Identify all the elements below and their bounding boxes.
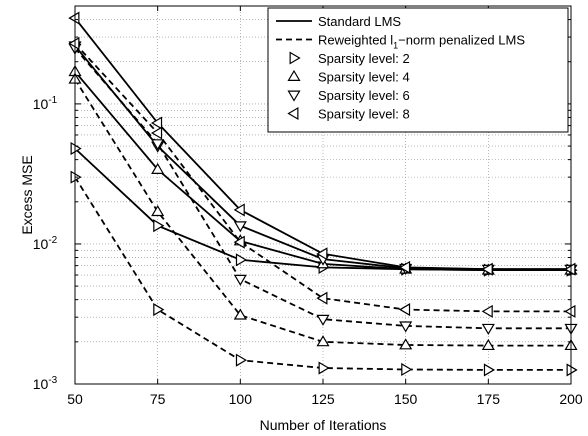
series-layer xyxy=(68,11,578,377)
legend-label: Sparsity level: 4 xyxy=(318,70,410,85)
series-reweighted-sparsity-8 xyxy=(68,36,576,318)
legend-marker-sample xyxy=(289,51,301,65)
legend-marker-sample xyxy=(287,90,301,102)
y-tick-label: 10-2 xyxy=(33,235,58,252)
legend-entry: Sparsity level: 2 xyxy=(289,51,410,66)
data-point-marker xyxy=(233,274,247,286)
x-tick-label: 100 xyxy=(229,391,253,407)
data-point-marker xyxy=(153,219,165,233)
legend-label: Sparsity level: 6 xyxy=(318,88,410,103)
legend-label: Sparsity level: 2 xyxy=(318,51,410,66)
series-reweighted-sparsity-2 xyxy=(70,170,578,377)
data-point-marker xyxy=(151,162,165,174)
data-point-marker xyxy=(398,260,411,274)
data-point-marker xyxy=(481,304,493,318)
x-axis-label: Number of Iterations xyxy=(260,417,387,433)
data-point-marker xyxy=(151,139,165,151)
x-tick-label: 175 xyxy=(477,391,501,407)
data-point-marker xyxy=(481,338,495,351)
data-point-marker xyxy=(481,262,493,276)
data-point-marker xyxy=(235,253,248,267)
data-point-marker xyxy=(398,303,411,317)
data-point-marker xyxy=(481,323,495,335)
legend-entry: Sparsity level: 4 xyxy=(287,69,410,85)
legend: Standard LMS Reweighted l1−norm penalized… xyxy=(267,7,569,133)
data-point-marker xyxy=(318,361,330,375)
legend-entry: Sparsity level: 8 xyxy=(287,106,410,122)
data-point-marker xyxy=(235,353,248,367)
series-reweighted-sparsity-4 xyxy=(68,72,578,351)
data-point-marker xyxy=(564,262,576,276)
legend-entry: Standard LMS xyxy=(276,14,401,29)
legend-label: Reweighted l1−norm penalized LMS xyxy=(318,33,525,51)
legend-marker-sample xyxy=(287,106,299,121)
legend-entry: Sparsity level: 6 xyxy=(287,88,410,103)
data-point-marker xyxy=(233,308,247,320)
x-tick-label: 125 xyxy=(311,391,335,407)
ticks: 50 75 100 125 150 175 200 10-3 10-2 10-1 xyxy=(33,5,583,407)
data-point-marker xyxy=(233,203,245,217)
legend-marker-sample xyxy=(287,69,301,81)
data-point-marker xyxy=(399,321,413,333)
legend-box xyxy=(267,7,569,133)
data-point-marker xyxy=(233,221,247,233)
data-point-marker xyxy=(153,303,165,317)
x-tick-label: 75 xyxy=(150,391,166,407)
data-point-marker xyxy=(151,204,165,217)
y-axis-label: Excess MSE xyxy=(19,155,35,234)
legend-label: Sparsity level: 8 xyxy=(318,107,410,122)
series-standard-sparsity-8 xyxy=(68,11,576,276)
x-tick-label: 150 xyxy=(394,391,418,407)
data-point-marker xyxy=(150,116,163,130)
data-point-marker xyxy=(150,126,163,140)
data-point-marker xyxy=(399,338,413,350)
data-point-marker xyxy=(316,291,328,305)
data-point-marker xyxy=(401,362,413,377)
x-tick-label: 200 xyxy=(559,391,583,407)
data-point-marker xyxy=(564,304,576,318)
data-point-marker xyxy=(316,314,330,326)
data-point-marker xyxy=(566,363,578,377)
legend-entry: Reweighted l1−norm penalized LMS xyxy=(276,33,525,51)
y-tick-label: 10-1 xyxy=(33,95,58,112)
data-point-marker xyxy=(316,335,330,347)
data-point-marker xyxy=(233,235,245,249)
data-point-marker xyxy=(316,247,328,261)
y-tick-label: 10-3 xyxy=(33,375,58,392)
data-point-marker xyxy=(68,36,80,51)
data-point-marker xyxy=(68,11,80,25)
data-point-marker xyxy=(483,363,496,377)
legend-label: Standard LMS xyxy=(318,14,401,29)
x-tick-label: 50 xyxy=(67,391,83,407)
